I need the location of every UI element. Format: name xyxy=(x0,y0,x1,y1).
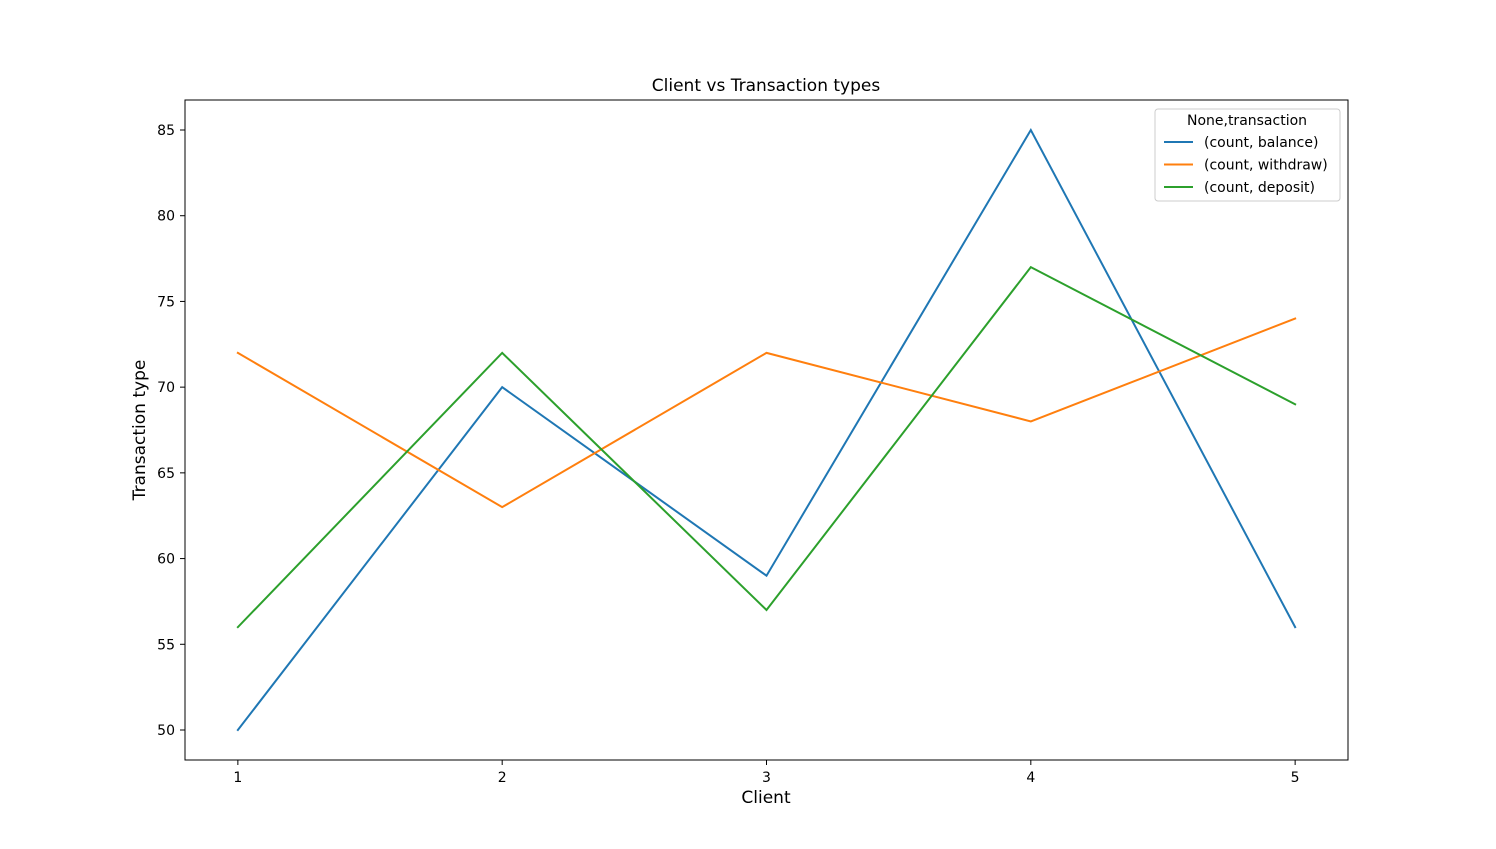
y-tick-label: 65 xyxy=(157,466,175,482)
x-axis-label: Client xyxy=(741,788,791,808)
series-line-2 xyxy=(236,317,1297,509)
series-line-1 xyxy=(236,127,1297,732)
plot-lines xyxy=(236,127,1297,732)
series-line-3 xyxy=(236,265,1297,629)
y-tick-label: 80 xyxy=(157,209,175,225)
x-axis: 1 2 3 4 5 xyxy=(233,760,1300,786)
legend-label: (count, deposit) xyxy=(1204,180,1315,196)
legend-label: (count, withdraw) xyxy=(1204,158,1328,174)
legend-box xyxy=(1154,108,1341,202)
x-tick-label: 5 xyxy=(1291,770,1300,786)
y-axis: 50 55 60 65 70 75 80 85 xyxy=(157,123,185,739)
y-tick-label: 60 xyxy=(157,552,175,568)
y-tick-label: 70 xyxy=(157,380,175,396)
x-tick-label: 4 xyxy=(1026,770,1035,786)
chart-title: Client vs Transaction types xyxy=(652,76,881,96)
x-tick-label: 3 xyxy=(762,770,771,786)
legend: None,transaction (count, balance)(count,… xyxy=(1154,108,1341,202)
legend-entries: (count, balance) (count, withdraw) (count,… xyxy=(1164,135,1328,196)
x-tick-label: 1 xyxy=(233,770,242,786)
y-axis-label: Transaction type xyxy=(130,360,150,502)
legend-label: (count, balance) xyxy=(1204,135,1318,151)
x-tick-label: 2 xyxy=(498,770,507,786)
y-tick-label: 55 xyxy=(157,637,175,653)
y-tick-label: 85 xyxy=(157,123,175,139)
plot-area-frame xyxy=(184,99,1349,761)
legend-title: None,transaction xyxy=(1187,113,1307,129)
y-tick-label: 50 xyxy=(157,723,175,739)
y-tick-label: 75 xyxy=(157,294,175,310)
